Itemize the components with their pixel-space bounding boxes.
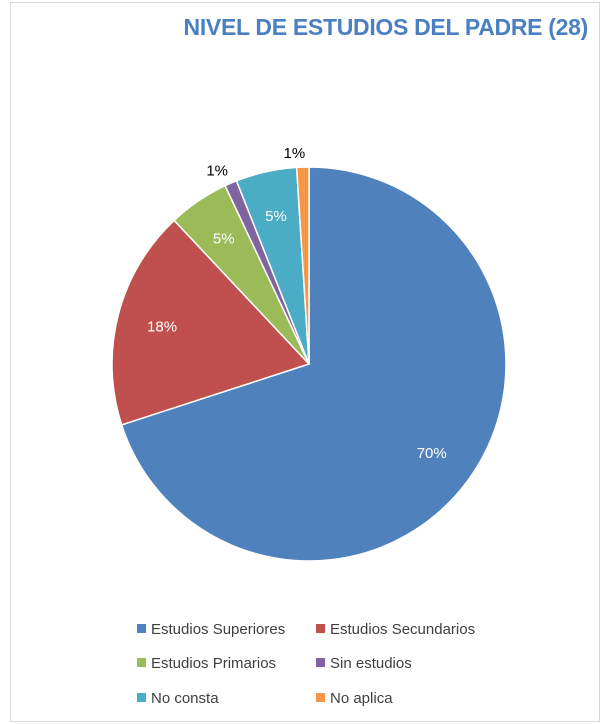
legend-swatch-estudios-secundarios — [316, 624, 325, 633]
legend-label-estudios-secundarios: Estudios Secundarios — [330, 621, 475, 638]
legend-swatch-sin-estudios — [316, 658, 325, 667]
slice-labels: 70% 18% 5% 1% 5% 1% — [147, 145, 447, 462]
legend-label-no-consta: No consta — [151, 690, 219, 707]
legend-label-sin-estudios: Sin estudios — [330, 655, 412, 672]
legend-swatch-no-consta — [137, 693, 146, 702]
slice-label-no-aplica: 1% — [284, 145, 306, 162]
slice-label-estudios-primarios: 5% — [213, 231, 235, 248]
legend-swatch-no-aplica — [316, 693, 325, 702]
slice-label-estudios-superiores: 70% — [417, 445, 447, 462]
legend-label-no-aplica: No aplica — [330, 690, 393, 707]
legend-label-estudios-primarios: Estudios Primarios — [151, 655, 276, 672]
slice-estudios-secundarios — [111, 219, 311, 426]
slice-no-aplica — [295, 166, 310, 365]
chart-title: NIVEL DE ESTUDIOS DEL PADRE (28) — [183, 14, 589, 40]
pie-slices — [111, 166, 507, 562]
legend-swatch-estudios-primarios — [137, 658, 146, 667]
slice-label-estudios-secundarios: 18% — [147, 318, 177, 335]
slice-label-sin-estudios: 1% — [206, 162, 228, 179]
legend-swatch-estudios-superiores — [137, 624, 146, 633]
slice-estudios-superiores — [120, 166, 507, 562]
slice-label-no-consta: 5% — [265, 208, 287, 225]
legend: Estudios Superiores Estudios Secundarios E… — [137, 621, 475, 707]
legend-label-estudios-superiores: Estudios Superiores — [151, 621, 285, 638]
